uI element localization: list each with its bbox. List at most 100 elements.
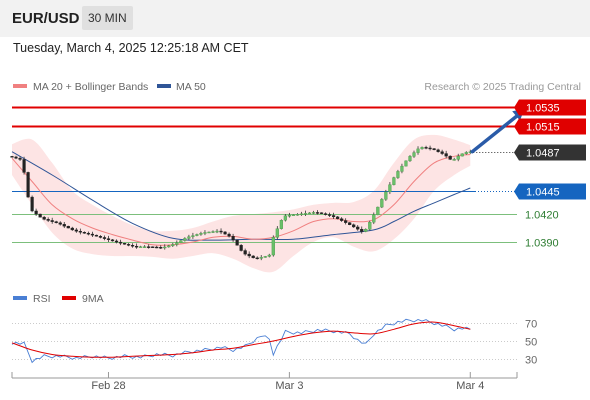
candle-up [143, 246, 147, 248]
candle-up [452, 159, 456, 161]
candle-down [159, 247, 163, 249]
candle-up [179, 240, 183, 243]
ma50-legend-swatch [157, 84, 171, 88]
candle-down [340, 218, 344, 221]
candle-down [352, 224, 356, 228]
candle-up [420, 147, 424, 150]
candle-down [114, 240, 119, 243]
moving-averages [11, 151, 471, 246]
candle-down [46, 219, 50, 221]
candle-down [151, 246, 155, 248]
rsi-ma-legend-swatch [62, 296, 76, 300]
x-tick-label-1: Mar 3 [275, 380, 303, 392]
candle-down [231, 236, 235, 241]
resistance-label-badge-1 [514, 118, 586, 135]
candle-up [215, 230, 219, 233]
candle-down [78, 231, 82, 233]
x-tick-label-0: Feb 28 [91, 380, 125, 392]
candle-up [372, 214, 376, 223]
candle-up [195, 234, 199, 236]
candle-down [18, 158, 22, 160]
candle-up [376, 206, 380, 216]
resistance-label-1: 1.0515 [526, 122, 560, 134]
candle-up [303, 213, 308, 215]
candle-up [368, 222, 372, 230]
candle-down [356, 226, 360, 230]
candle-down [38, 213, 42, 218]
candle-down [323, 213, 328, 215]
candle-down [344, 220, 348, 223]
candle-down [86, 232, 90, 235]
candle-down [10, 156, 14, 158]
candle-up [384, 191, 388, 200]
candle-down [106, 238, 111, 240]
candle-down [50, 220, 54, 222]
candle-down [424, 147, 428, 149]
rsi-panel: 70 50 30 [11, 319, 537, 367]
candle-up [460, 153, 464, 157]
candle-down [122, 243, 127, 245]
rsi-ma-line [11, 321, 471, 358]
candle-down [327, 214, 332, 216]
candle-up [291, 214, 295, 216]
candle-down [126, 244, 131, 246]
x-axis-ticks: Feb 28 Mar 3 Mar 4 [91, 372, 484, 392]
rsi-legend: RSI 9MA [13, 293, 104, 305]
candle-up [279, 220, 283, 229]
candle-up [163, 246, 167, 249]
current-label-2: 1.0487 [526, 148, 560, 160]
candle-down [42, 216, 46, 220]
candle-down [255, 257, 259, 260]
candle-down [247, 253, 251, 257]
candle-up [364, 228, 368, 232]
candle-up [408, 156, 412, 162]
bollinger-band [12, 134, 471, 273]
candle-down [315, 212, 320, 214]
candle-up [388, 184, 392, 193]
candle-up [307, 212, 312, 215]
candle-down [30, 196, 34, 212]
candle-up [464, 152, 468, 154]
candle-up [287, 215, 291, 217]
candle-down [444, 153, 448, 157]
candle-up [404, 160, 408, 167]
candle-down [102, 237, 107, 239]
candle-up [396, 171, 400, 178]
candle-up [187, 236, 191, 239]
candle-down [243, 250, 247, 255]
candle-up [392, 177, 396, 185]
candle-up [139, 246, 143, 248]
ma50-legend-label: MA 50 [176, 81, 206, 93]
support-label-4: 1.0420 [525, 210, 559, 222]
candle-up [175, 242, 179, 245]
rsi-ma-legend-label: 9MA [82, 293, 104, 305]
candle-down [227, 233, 231, 237]
candle-down [90, 233, 94, 236]
candle-down [22, 159, 26, 173]
pair-title: EUR/USD [12, 10, 80, 27]
candle-up [412, 152, 416, 157]
candle-down [319, 212, 324, 214]
candle-up [211, 231, 215, 233]
candle-down [235, 239, 239, 246]
candle-up [167, 245, 171, 248]
rsi-tick-label-30: 30 [525, 355, 537, 367]
candle-down [34, 210, 38, 215]
candle-up [299, 213, 304, 216]
candle-down [54, 221, 58, 223]
main-legend: MA 20 + Bollinger Bands MA 50 Research ©… [13, 81, 581, 93]
candle-up [263, 256, 267, 258]
pivot-label-badge-3 [514, 183, 586, 200]
timeframe-button[interactable]: 30 MIN [82, 6, 133, 30]
candles [10, 145, 472, 261]
forecast-arrow-shaft [470, 112, 522, 154]
candle-up [456, 155, 460, 160]
candle-down [428, 147, 432, 150]
candle-down [62, 224, 66, 227]
candle-down [82, 232, 86, 234]
candle-down [155, 246, 159, 249]
candle-up [400, 165, 404, 172]
candle-up [203, 232, 207, 234]
candle-down [332, 215, 336, 218]
